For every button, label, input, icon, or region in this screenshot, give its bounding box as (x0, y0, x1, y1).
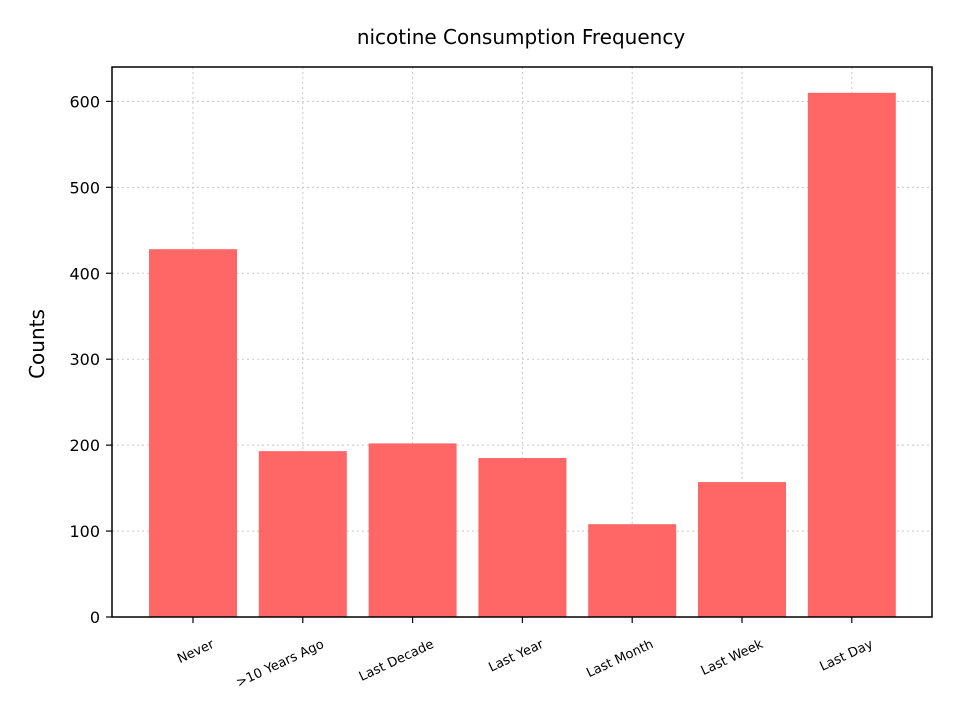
y-axis-label: Counts (25, 309, 49, 379)
x-tick-label: Last Week (699, 637, 766, 679)
x-tick-label: Last Month (584, 637, 656, 681)
y-tick-label: 300 (69, 350, 100, 369)
x-tick-label: Last Decade (357, 637, 436, 685)
chart-title: nicotine Consumption Frequency (357, 25, 686, 49)
bar (478, 458, 567, 617)
x-tick-label: Last Year (487, 637, 547, 676)
bar (807, 92, 896, 617)
bar (368, 443, 457, 617)
y-tick-label: 200 (69, 436, 100, 455)
y-tick-label: 600 (69, 92, 100, 111)
y-tick-label: 0 (90, 608, 100, 627)
bar (588, 524, 677, 617)
x-tick-label: Last Day (818, 637, 876, 675)
x-tick-label: >10 Years Ago (234, 637, 327, 691)
bar (149, 249, 237, 617)
bar (258, 451, 347, 617)
y-tick-label: 100 (69, 522, 100, 541)
x-tick-label: Never (175, 637, 217, 667)
bars (149, 92, 896, 617)
bar (698, 482, 786, 617)
y-tick-label: 400 (69, 264, 100, 283)
y-tick-label: 500 (69, 178, 100, 197)
